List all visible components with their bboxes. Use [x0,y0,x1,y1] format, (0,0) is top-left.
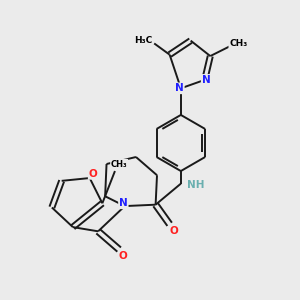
Text: NH: NH [187,180,205,190]
Text: O: O [169,226,178,236]
Text: N: N [202,75,211,85]
Text: O: O [119,251,128,261]
Text: CH₃: CH₃ [111,160,128,169]
Text: N: N [119,198,128,208]
Text: H₃C: H₃C [134,36,152,45]
Text: CH₃: CH₃ [229,39,248,48]
Text: N: N [175,83,184,93]
Text: O: O [89,169,98,179]
